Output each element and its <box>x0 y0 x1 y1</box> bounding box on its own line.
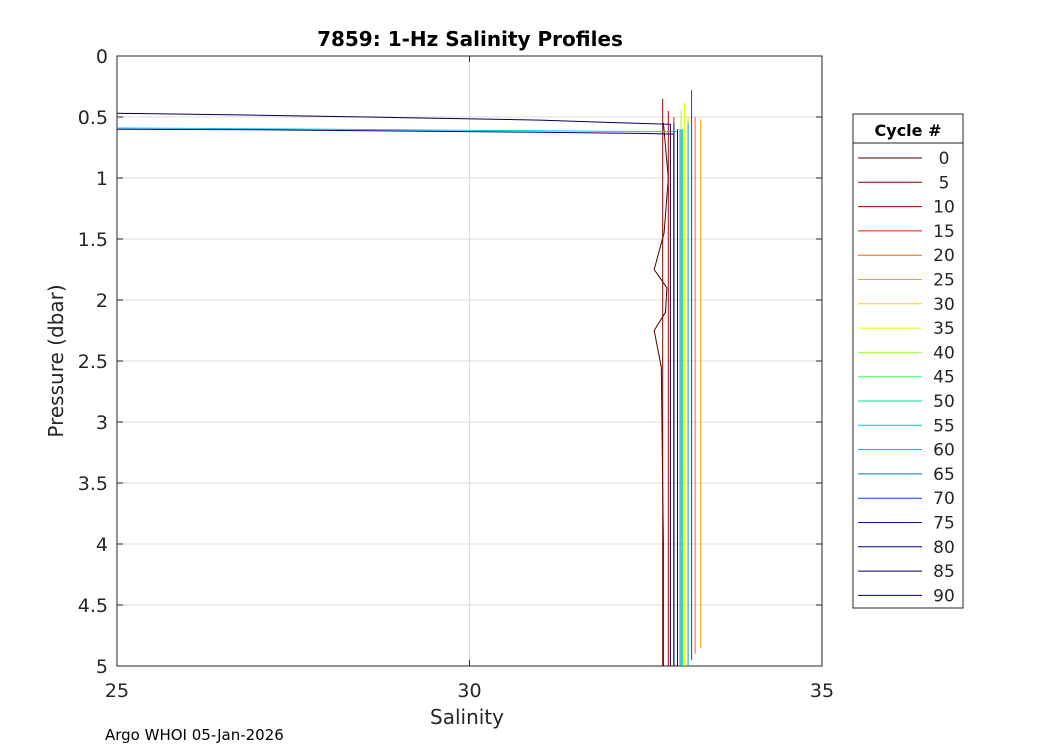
y-tick-label: 0 <box>96 46 108 68</box>
y-tick-label: 3 <box>96 412 108 434</box>
legend-label-cycle-90: 90 <box>933 586 955 606</box>
y-tick-label: 5 <box>96 656 108 678</box>
legend-label-cycle-15: 15 <box>933 222 955 242</box>
legend-label-cycle-80: 80 <box>933 538 955 558</box>
y-tick-label: 2.5 <box>78 351 108 373</box>
x-tick-label: 25 <box>105 680 129 702</box>
legend-label-cycle-0: 0 <box>939 149 950 169</box>
y-tick-label: 2 <box>96 290 108 312</box>
y-axis-label: Pressure (dbar) <box>44 284 68 437</box>
y-tick-label: 1 <box>96 168 108 190</box>
legend-items: 0 5 10 15 20 25 30 35 40 45 50 55 60 65 70 75 80 85 90 <box>858 149 955 606</box>
y-tick-label: 4 <box>96 534 108 556</box>
legend-label-cycle-70: 70 <box>933 489 955 509</box>
legend-label-cycle-45: 45 <box>933 368 955 388</box>
series-layer <box>116 90 702 666</box>
axis-ticks: 25 30 35 0 0.5 1 1.5 2 2.5 3 3.5 4 4.5 5 <box>78 46 834 702</box>
x-tick-label: 30 <box>457 680 481 702</box>
x-tick-label: 35 <box>810 680 834 702</box>
legend-label-cycle-20: 20 <box>933 246 955 266</box>
grid-lines <box>117 56 822 666</box>
y-tick-label: 0.5 <box>78 107 108 129</box>
legend-label-cycle-30: 30 <box>933 295 955 315</box>
legend-label-cycle-5: 5 <box>939 173 950 193</box>
series-line-cycle-55 <box>116 127 678 666</box>
chart-title: 7859: 1-Hz Salinity Profiles <box>317 27 623 51</box>
series-line-cycle-0 <box>653 123 669 666</box>
legend: Cycle # 0 5 10 15 20 25 30 35 40 45 50 55 60 65 70 75 80… <box>852 113 964 609</box>
legend-label-cycle-10: 10 <box>933 198 955 218</box>
legend-label-cycle-55: 55 <box>933 416 955 436</box>
x-axis-label: Salinity <box>430 705 504 729</box>
legend-title: Cycle # <box>875 121 942 140</box>
series-line-cycle-80 <box>116 128 675 666</box>
legend-label-cycle-40: 40 <box>933 343 955 363</box>
y-tick-label: 1.5 <box>78 229 108 251</box>
legend-label-cycle-65: 65 <box>933 465 955 485</box>
y-tick-label: 4.5 <box>78 595 108 617</box>
legend-label-cycle-60: 60 <box>933 441 955 461</box>
legend-label-cycle-85: 85 <box>933 562 955 582</box>
legend-label-cycle-25: 25 <box>933 271 955 291</box>
series-line-cycle-85 <box>116 112 671 666</box>
legend-box <box>852 113 964 609</box>
legend-label-cycle-50: 50 <box>933 392 955 412</box>
y-tick-label: 3.5 <box>78 473 108 495</box>
legend-label-cycle-35: 35 <box>933 319 955 339</box>
footer-credit: Argo WHOI 05-Jan-2026 <box>105 726 284 744</box>
legend-label-cycle-75: 75 <box>933 514 955 534</box>
